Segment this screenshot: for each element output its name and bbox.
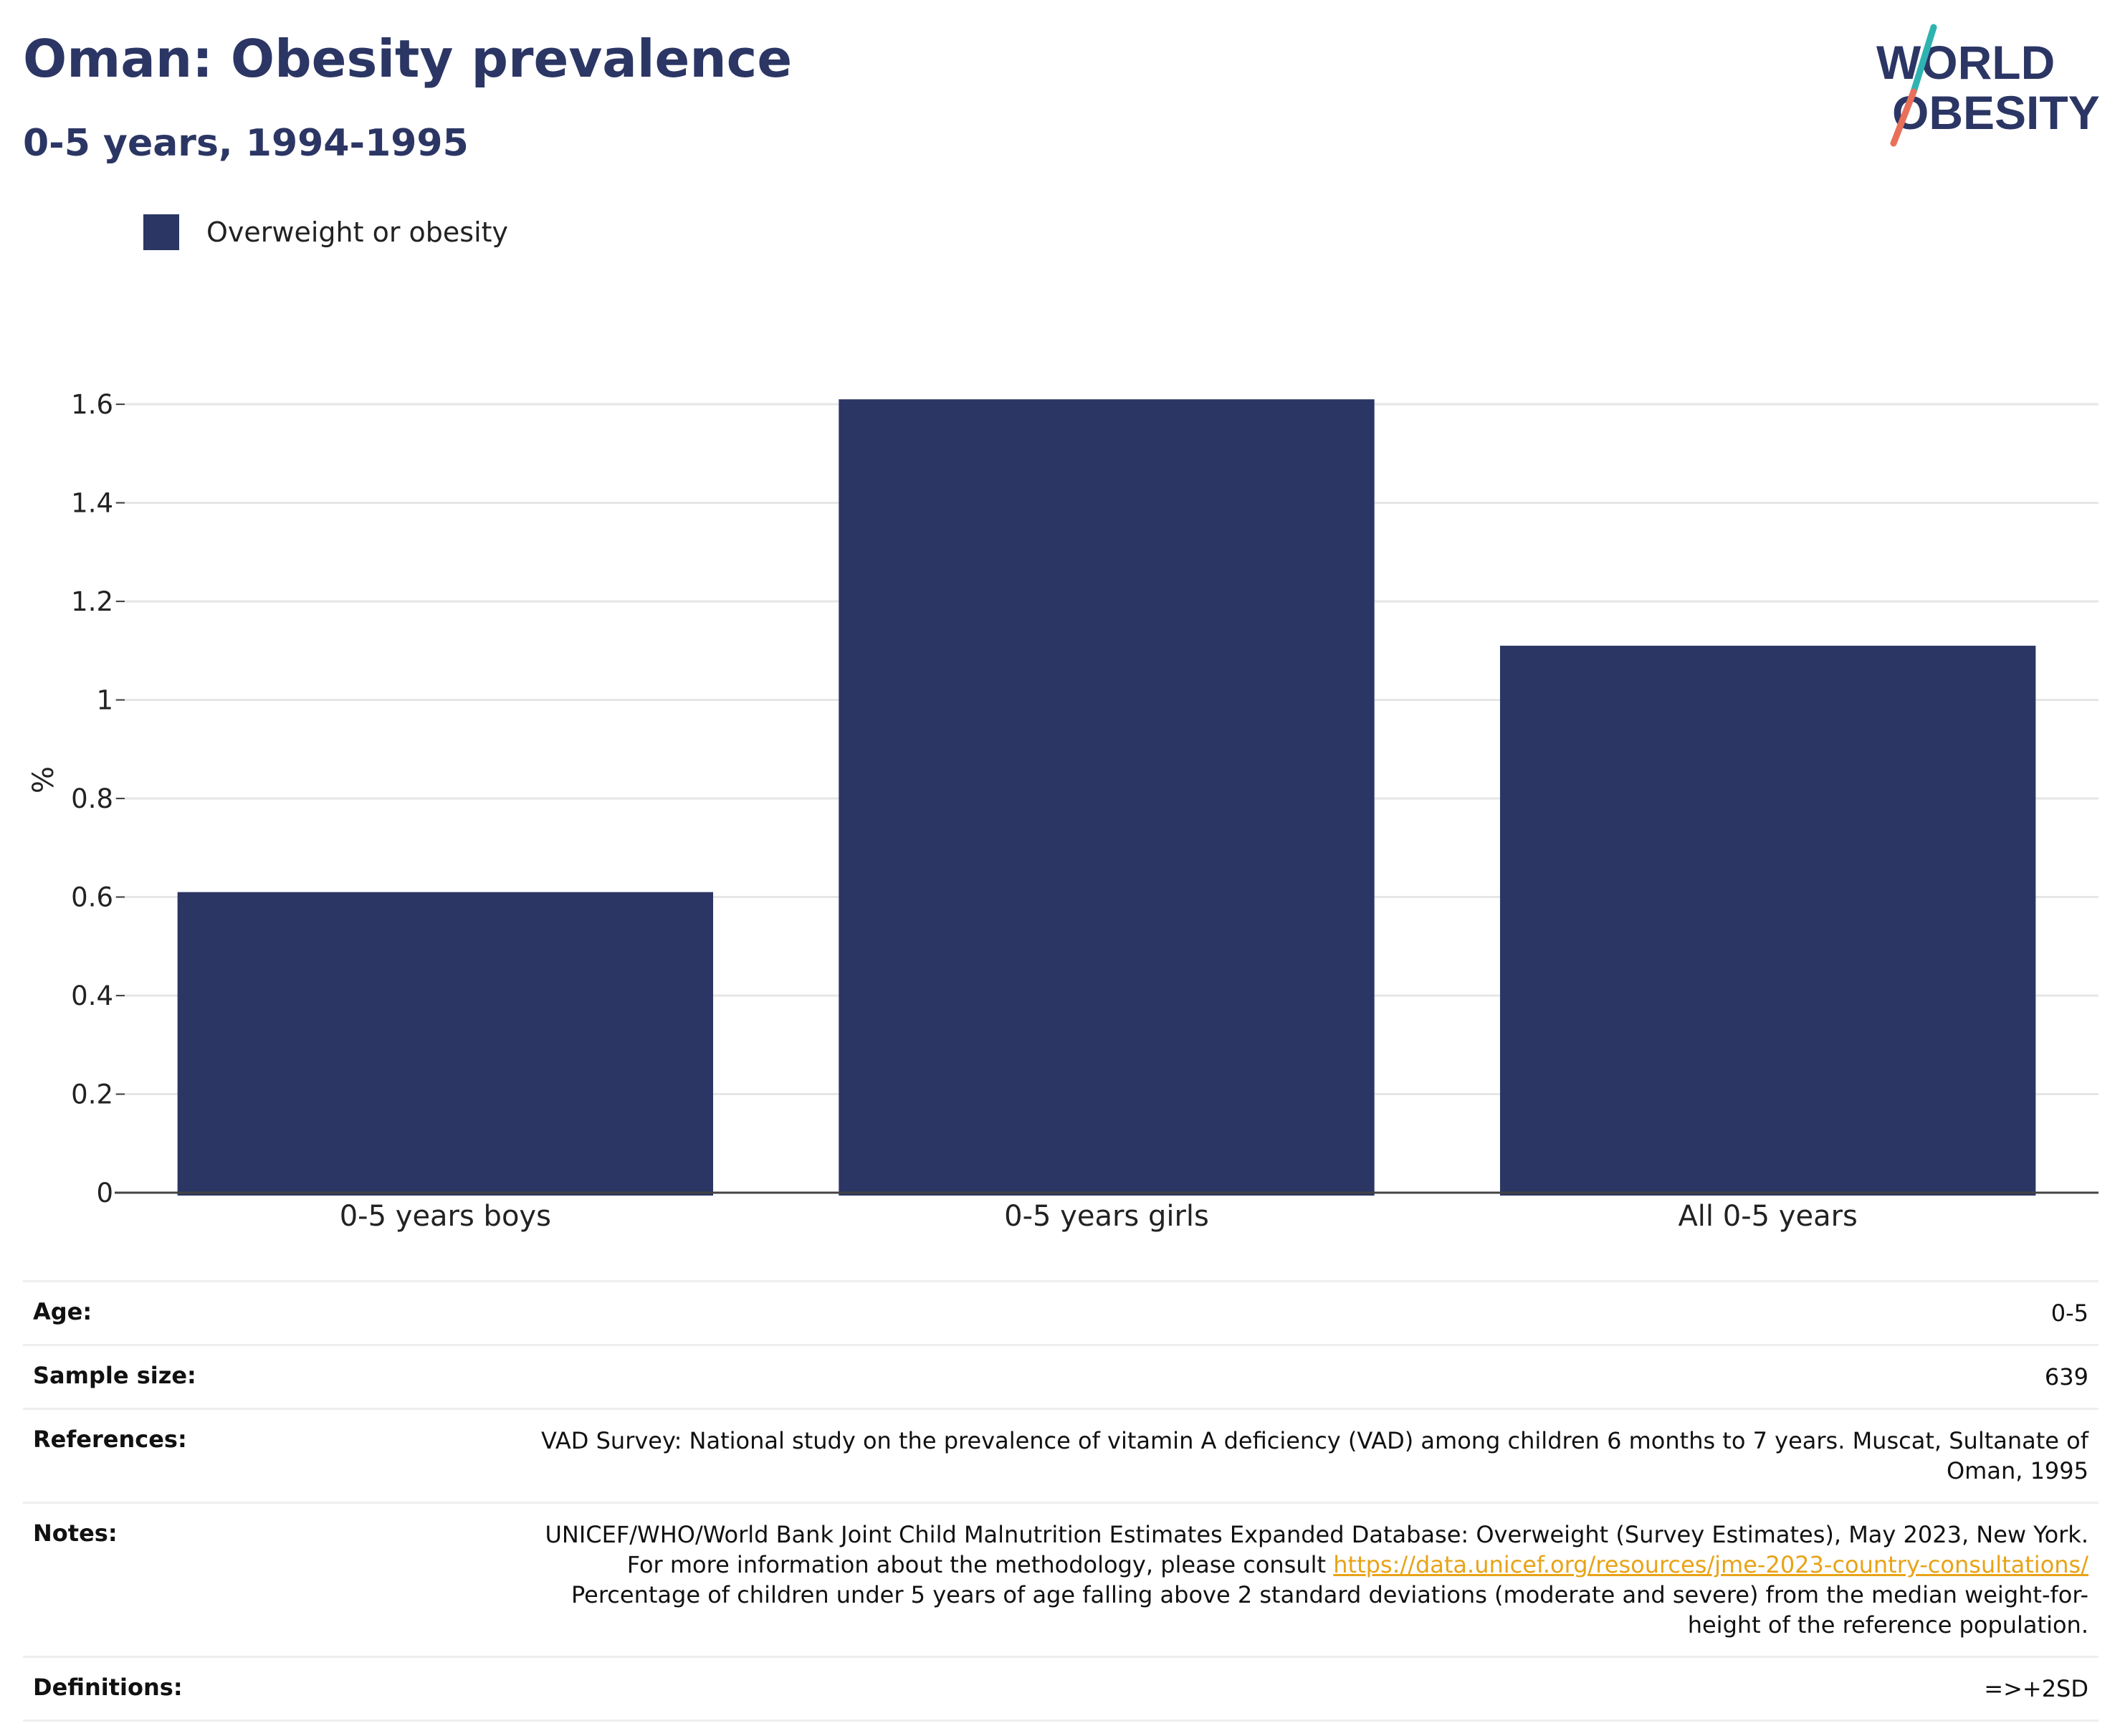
x-tick-label: 0-5 years boys xyxy=(340,1200,551,1233)
x-tick-labels: 0-5 years boys 0-5 years girls All 0-5 yea… xyxy=(340,1200,1858,1233)
y-tick-label: 1 xyxy=(96,685,113,716)
y-axis-label: % xyxy=(27,766,60,793)
x-tick-label: All 0-5 years xyxy=(1678,1200,1857,1233)
meta-key: Notes: xyxy=(33,1520,118,1547)
chart-title: Oman: Obesity prevalence xyxy=(23,29,793,89)
y-tick-label: 0 xyxy=(96,1178,113,1208)
meta-key: References: xyxy=(33,1426,187,1453)
world-obesity-logo: WORLD OBESITY xyxy=(1876,24,2100,147)
legend-label: Overweight or obesity xyxy=(206,216,509,248)
svg-text:WORLD: WORLD xyxy=(1876,36,2055,89)
metadata-table: Age: 0-5 Sample size: 639 References: VA… xyxy=(23,1280,2098,1722)
y-tick-label: 1.2 xyxy=(71,586,113,617)
legend-swatch xyxy=(143,214,179,250)
meta-value: UNICEF/WHO/World Bank Joint Child Malnut… xyxy=(512,1520,2089,1640)
chart-subtitle: 0-5 years, 1994-1995 xyxy=(23,122,469,165)
meta-key: Age: xyxy=(33,1298,92,1325)
meta-value: =>+2SD xyxy=(1984,1675,2088,1702)
meta-row-sample-size: Sample size: 639 xyxy=(23,1346,2098,1410)
notes-text-after: Percentage of children under 5 years of … xyxy=(571,1581,2088,1639)
bar-chart: 00.20.40.60.811.21.41.6 0-5 years boys 0-… xyxy=(27,389,2098,1233)
meta-key: Definitions: xyxy=(33,1674,183,1701)
bars xyxy=(177,399,2036,1196)
bar[interactable] xyxy=(177,892,714,1196)
meta-value: 639 xyxy=(2044,1363,2088,1391)
y-tick-labels: 0 0.2 0.4 0.6 0.8 1 1.2 1.4 1.6 xyxy=(71,389,125,1208)
meta-row-notes: Notes: UNICEF/WHO/World Bank Joint Child… xyxy=(23,1504,2098,1658)
meta-key: Sample size: xyxy=(33,1362,196,1389)
meta-value: 0-5 xyxy=(2050,1299,2088,1327)
x-tick-label: 0-5 years girls xyxy=(1004,1200,1209,1233)
meta-row-age: Age: 0-5 xyxy=(23,1282,2098,1346)
svg-text:OBESITY: OBESITY xyxy=(1892,86,2100,139)
y-tick-label: 0.2 xyxy=(71,1079,113,1110)
meta-row-references: References: VAD Survey: National study o… xyxy=(23,1410,2098,1504)
y-tick-label: 0.8 xyxy=(71,783,113,814)
meta-value: VAD Survey: National study on the preval… xyxy=(541,1427,2088,1484)
bar[interactable] xyxy=(1499,645,2036,1196)
y-tick-label: 1.4 xyxy=(71,488,113,519)
meta-row-definitions: Definitions: =>+2SD xyxy=(23,1658,2098,1722)
y-tick-label: 0.6 xyxy=(71,882,113,913)
notes-text-before: UNICEF/WHO/World Bank Joint Child Malnut… xyxy=(545,1521,2089,1578)
y-tick-label: 1.6 xyxy=(71,389,113,420)
y-tick-label: 0.4 xyxy=(71,981,113,1011)
bar[interactable] xyxy=(839,399,1375,1196)
methodology-link[interactable]: https://data.unicef.org/resources/jme-20… xyxy=(1333,1551,2088,1578)
chart-legend: Overweight or obesity xyxy=(143,212,508,252)
